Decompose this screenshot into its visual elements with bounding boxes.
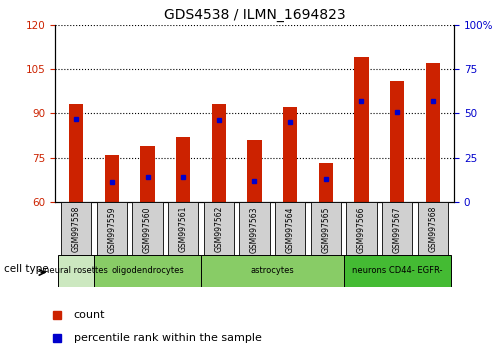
Text: GSM997562: GSM997562: [215, 206, 224, 252]
FancyBboxPatch shape: [97, 202, 127, 255]
FancyBboxPatch shape: [168, 202, 199, 255]
FancyBboxPatch shape: [201, 255, 344, 287]
FancyBboxPatch shape: [240, 202, 269, 255]
Text: GSM997568: GSM997568: [428, 206, 437, 252]
Bar: [426, 63, 440, 202]
Text: GSM997560: GSM997560: [143, 206, 152, 252]
Text: neural rosettes: neural rosettes: [44, 266, 108, 275]
FancyBboxPatch shape: [132, 202, 163, 255]
Bar: [319, 164, 333, 202]
FancyBboxPatch shape: [275, 202, 305, 255]
Text: GSM997558: GSM997558: [72, 206, 81, 252]
Text: GSM997567: GSM997567: [393, 206, 402, 252]
Bar: [69, 104, 83, 202]
Text: GSM997565: GSM997565: [321, 206, 330, 252]
Bar: [248, 140, 261, 202]
Bar: [176, 137, 190, 202]
Bar: [283, 107, 297, 202]
Text: astrocytes: astrocytes: [250, 266, 294, 275]
Bar: [354, 57, 369, 202]
FancyBboxPatch shape: [94, 255, 201, 287]
Bar: [140, 146, 155, 202]
FancyBboxPatch shape: [382, 202, 412, 255]
FancyBboxPatch shape: [346, 202, 377, 255]
Bar: [390, 81, 404, 202]
Text: GSM997561: GSM997561: [179, 206, 188, 252]
FancyBboxPatch shape: [344, 255, 451, 287]
Text: GSM997559: GSM997559: [107, 206, 116, 252]
Text: neurons CD44- EGFR-: neurons CD44- EGFR-: [352, 266, 442, 275]
FancyBboxPatch shape: [58, 255, 94, 287]
Text: percentile rank within the sample: percentile rank within the sample: [74, 333, 262, 343]
FancyBboxPatch shape: [310, 202, 341, 255]
Text: oligodendrocytes: oligodendrocytes: [111, 266, 184, 275]
Text: GSM997564: GSM997564: [285, 206, 294, 252]
Title: GDS4538 / ILMN_1694823: GDS4538 / ILMN_1694823: [164, 8, 345, 22]
Text: GSM997563: GSM997563: [250, 206, 259, 252]
FancyBboxPatch shape: [61, 202, 91, 255]
Text: GSM997566: GSM997566: [357, 206, 366, 252]
Text: cell type: cell type: [4, 264, 49, 274]
FancyBboxPatch shape: [418, 202, 448, 255]
Bar: [212, 104, 226, 202]
FancyBboxPatch shape: [204, 202, 234, 255]
Text: count: count: [74, 310, 105, 320]
Bar: [105, 155, 119, 202]
